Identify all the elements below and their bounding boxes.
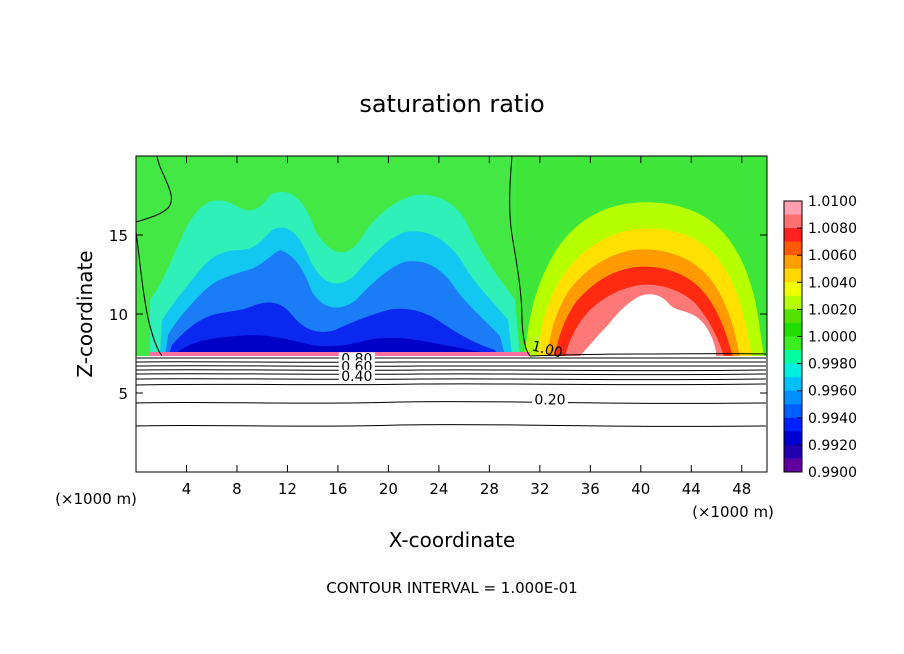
y-tick-label: 15 <box>109 227 128 245</box>
x-tick-label: 28 <box>480 480 499 498</box>
colorbar-label: 1.0100 <box>808 194 857 210</box>
contour-line-7 <box>136 383 767 386</box>
x-tick-label: 4 <box>182 480 192 498</box>
chart-title: saturation ratio <box>359 90 544 118</box>
colorbar-swatch <box>784 336 802 351</box>
y-axis-label: Z-coordinate <box>73 250 97 377</box>
colorbar-label: 1.0060 <box>808 248 857 264</box>
contour-labels: 1.000.800.600.400.20 <box>338 339 568 408</box>
x-tick-label: 44 <box>682 480 701 498</box>
colorbar-swatch <box>784 214 802 229</box>
x-tick-label: 40 <box>631 480 650 498</box>
colorbar-swatch <box>784 431 802 446</box>
colorbar-label: 1.0020 <box>808 302 857 318</box>
x-tick-label: 48 <box>732 480 751 498</box>
colorbar-swatch <box>784 444 802 459</box>
contour-label-bg <box>338 360 375 373</box>
colorbar-swatch <box>784 350 802 365</box>
colorbar-swatch <box>784 268 802 283</box>
supersat-white-core <box>580 294 716 356</box>
x-tick-label: 24 <box>429 480 448 498</box>
contour-label: 1.00 <box>530 339 564 362</box>
colorbar-swatch <box>784 322 802 337</box>
y-tick-label: 5 <box>118 385 128 403</box>
x-tick-label: 20 <box>379 480 398 498</box>
colorbar-label: 1.0040 <box>808 275 857 291</box>
x-unit-left: (×1000 m) <box>55 490 137 508</box>
contour-1.00-leftedge <box>136 231 163 357</box>
colorbar-label: 0.9980 <box>808 357 857 373</box>
contour-1.00-mid <box>509 156 531 357</box>
colorbar-swatch <box>784 255 802 270</box>
y-axis-ticks: 5 10 15 <box>109 227 767 403</box>
colorbar-swatch <box>784 228 802 243</box>
contour-line-lowest <box>136 424 767 427</box>
colorbar-swatch <box>784 417 802 432</box>
contour-line-5 <box>136 373 767 376</box>
colorbar-swatch <box>784 390 802 405</box>
contour-lines <box>136 156 767 427</box>
x-tick-label: 12 <box>278 480 297 498</box>
contour-1.00-left <box>136 156 172 223</box>
colorbar-swatch <box>784 458 802 473</box>
colorbar-label: 1.0080 <box>808 221 857 237</box>
colorbar-label: 1.0000 <box>808 330 857 346</box>
contour-label: 0.40 <box>341 369 372 385</box>
colorbar: 1.0100 1.0080 1.0060 1.0040 1.0020 1.0000 0.99… <box>783 194 857 481</box>
colorbar-label: 0.9900 <box>808 465 857 481</box>
contour-label-bg <box>531 393 568 406</box>
x-unit-right: (×1000 m) <box>692 503 774 521</box>
contour-line-2 <box>136 361 767 363</box>
contour-label: 0.20 <box>534 392 565 408</box>
contour-line-6 <box>136 378 767 381</box>
contour-label-bg <box>338 369 375 382</box>
x-tick-label: 36 <box>581 480 600 498</box>
contour-interval-note: CONTOUR INTERVAL = 1.000E-01 <box>326 579 577 597</box>
colorbar-swatch <box>784 309 802 324</box>
contour-1.00-base <box>529 353 767 357</box>
colorbar-swatch <box>784 201 802 216</box>
x-tick-label: 8 <box>232 480 242 498</box>
colorbar-swatch <box>784 363 802 378</box>
contour-line-3 <box>136 365 767 367</box>
x-tick-label: 16 <box>328 480 347 498</box>
colorbar-label: 0.9920 <box>808 438 857 454</box>
contour-line-4 <box>136 369 767 372</box>
lower-region <box>136 356 767 472</box>
colorbar-swatch <box>784 282 802 297</box>
colorbar-label: 0.9960 <box>808 384 857 400</box>
x-tick-label: 32 <box>530 480 549 498</box>
colorbar-swatch <box>784 377 802 392</box>
x-axis-ticks: 4 8 12 16 20 24 28 32 36 40 44 48 <box>182 156 751 498</box>
colorbar-swatch <box>784 295 802 310</box>
subsat-navy-layer <box>172 335 492 356</box>
colorbar-swatch <box>784 241 802 256</box>
colorbar-swatch <box>784 404 802 419</box>
y-tick-label: 10 <box>109 306 128 324</box>
colorbar-label: 0.9940 <box>808 411 857 427</box>
x-axis-label: X-coordinate <box>389 528 516 552</box>
contour-line-0.20 <box>136 401 767 404</box>
